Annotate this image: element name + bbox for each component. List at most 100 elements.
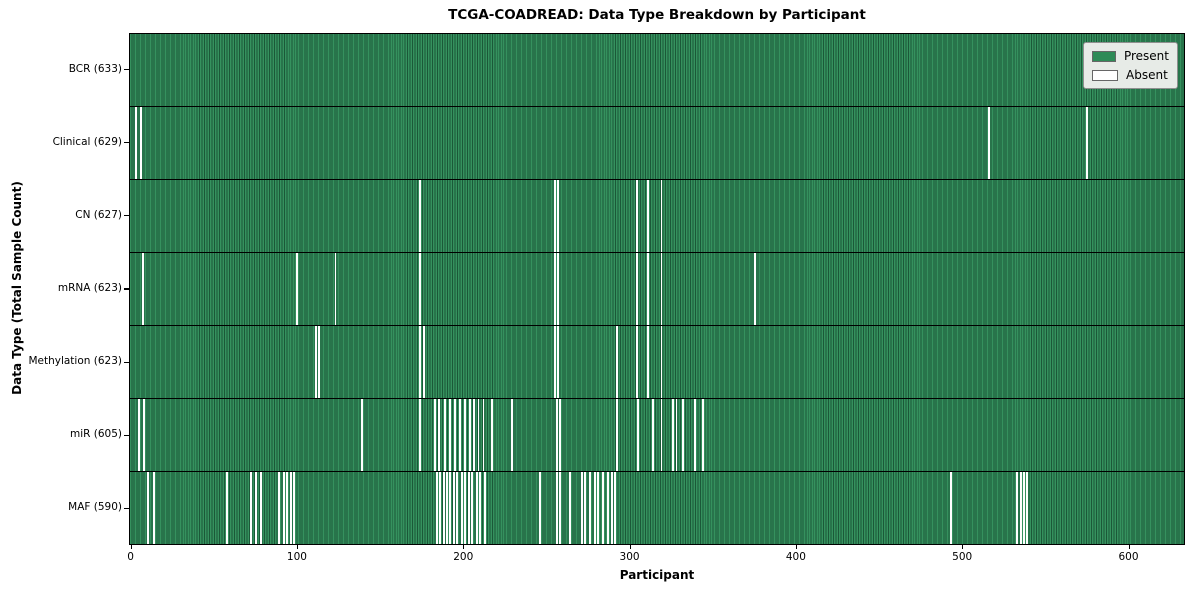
absent-stripe bbox=[469, 399, 472, 471]
absent-stripe bbox=[555, 399, 558, 471]
x-axis-title: Participant bbox=[619, 568, 695, 582]
present-swatch-icon bbox=[1092, 50, 1116, 62]
absent-stripe bbox=[455, 472, 458, 544]
y-tick-mark bbox=[124, 288, 129, 290]
y-tick-label-BCR: BCR (633) bbox=[68, 62, 122, 75]
heatmap-row-Methylation bbox=[130, 325, 1184, 398]
heatmap-row-BCR bbox=[130, 34, 1184, 106]
absent-stripe bbox=[660, 180, 663, 252]
absent-stripe bbox=[635, 253, 638, 325]
heatmap-row-MAF bbox=[130, 471, 1184, 544]
absent-stripe bbox=[259, 472, 262, 544]
absent-stripe bbox=[286, 472, 289, 544]
legend-label-absent: Absent bbox=[1126, 68, 1168, 82]
absent-stripe bbox=[988, 107, 991, 179]
x-tick-mark bbox=[296, 545, 299, 549]
x-tick-mark bbox=[962, 545, 964, 549]
absent-stripe bbox=[314, 326, 317, 398]
x-tick-label: 400 bbox=[785, 551, 806, 563]
absent-stripe bbox=[635, 326, 638, 398]
absent-stripe bbox=[452, 472, 455, 544]
x-tick-label: 0 bbox=[127, 551, 134, 563]
absent-stripe bbox=[467, 472, 470, 544]
absent-stripe bbox=[559, 472, 561, 544]
absent-stripe bbox=[278, 472, 280, 544]
x-tick-mark bbox=[130, 545, 132, 549]
absent-stripe bbox=[419, 326, 422, 398]
absent-stripe bbox=[289, 472, 292, 544]
absent-stripe bbox=[753, 253, 756, 325]
absent-stripe bbox=[613, 472, 616, 544]
absent-stripe bbox=[647, 253, 650, 325]
y-tick-label-CN: CN (627) bbox=[75, 208, 122, 221]
absent-stripe bbox=[554, 253, 556, 325]
legend: Present Absent bbox=[1083, 42, 1178, 89]
absent-stripe bbox=[652, 399, 655, 471]
absent-stripe bbox=[361, 399, 364, 471]
absent-stripe bbox=[254, 472, 257, 544]
absent-stripe bbox=[470, 472, 473, 544]
absent-stripe bbox=[672, 399, 675, 471]
absent-stripe bbox=[610, 472, 613, 544]
absent-stripe bbox=[510, 399, 513, 471]
heatmap-row-CN bbox=[130, 179, 1184, 252]
absent-stripe bbox=[226, 472, 229, 544]
absent-stripe bbox=[419, 180, 422, 252]
absent-stripe bbox=[615, 399, 618, 471]
absent-stripe bbox=[454, 399, 457, 471]
absent-stripe bbox=[1026, 472, 1029, 544]
absent-stripe bbox=[554, 326, 556, 398]
absent-stripe bbox=[249, 472, 252, 544]
absent-stripe bbox=[490, 399, 493, 471]
absent-stripe bbox=[557, 253, 560, 325]
absent-stripe bbox=[569, 472, 571, 544]
absent-stripe bbox=[949, 472, 952, 544]
absent-stripe bbox=[484, 472, 487, 544]
absent-stripe bbox=[419, 399, 422, 471]
y-tick-label-MAF: MAF (590) bbox=[68, 501, 122, 514]
absent-stripe bbox=[607, 472, 610, 544]
heatmap-row-Clinical bbox=[130, 106, 1184, 179]
absent-stripe bbox=[682, 399, 685, 471]
absent-stripe bbox=[594, 472, 596, 544]
absent-stripe bbox=[584, 472, 586, 544]
absent-stripe bbox=[557, 180, 560, 252]
absent-stripe bbox=[580, 472, 583, 544]
absent-stripe bbox=[449, 399, 452, 471]
absent-stripe bbox=[589, 472, 591, 544]
y-tick-label-Methylation: Methylation (623) bbox=[28, 355, 122, 368]
absent-stripe bbox=[434, 399, 437, 471]
x-tick-label: 600 bbox=[1118, 551, 1139, 563]
absent-stripe bbox=[635, 180, 638, 252]
absent-stripe bbox=[1023, 472, 1026, 544]
absent-stripe bbox=[602, 472, 605, 544]
plot-area bbox=[129, 33, 1185, 545]
absent-stripe bbox=[334, 253, 337, 325]
absent-stripe bbox=[439, 472, 442, 544]
absent-stripe bbox=[138, 399, 141, 471]
x-tick-label: 300 bbox=[619, 551, 640, 563]
absent-stripe bbox=[482, 399, 485, 471]
x-tick-mark bbox=[795, 545, 798, 549]
y-tick-label-miR: miR (605) bbox=[69, 428, 122, 441]
absent-swatch-icon bbox=[1092, 69, 1118, 81]
absent-stripe bbox=[559, 399, 561, 471]
absent-stripe bbox=[660, 253, 663, 325]
absent-stripe bbox=[693, 399, 696, 471]
absent-stripe bbox=[422, 326, 425, 398]
absent-stripe bbox=[675, 399, 678, 471]
heatmap-row-miR bbox=[130, 398, 1184, 471]
absent-stripe bbox=[647, 326, 650, 398]
absent-stripe bbox=[449, 472, 452, 544]
absent-stripe bbox=[702, 399, 705, 471]
absent-stripe bbox=[475, 472, 478, 544]
absent-stripe bbox=[660, 399, 663, 471]
x-tick-label: 100 bbox=[286, 551, 307, 563]
heatmap-row-mRNA bbox=[130, 252, 1184, 325]
absent-stripe bbox=[464, 472, 467, 544]
absent-stripe bbox=[1016, 472, 1019, 544]
absent-stripe bbox=[139, 107, 142, 179]
y-tick-mark bbox=[124, 68, 129, 71]
x-tick-label: 200 bbox=[453, 551, 474, 563]
absent-stripe bbox=[153, 472, 156, 544]
